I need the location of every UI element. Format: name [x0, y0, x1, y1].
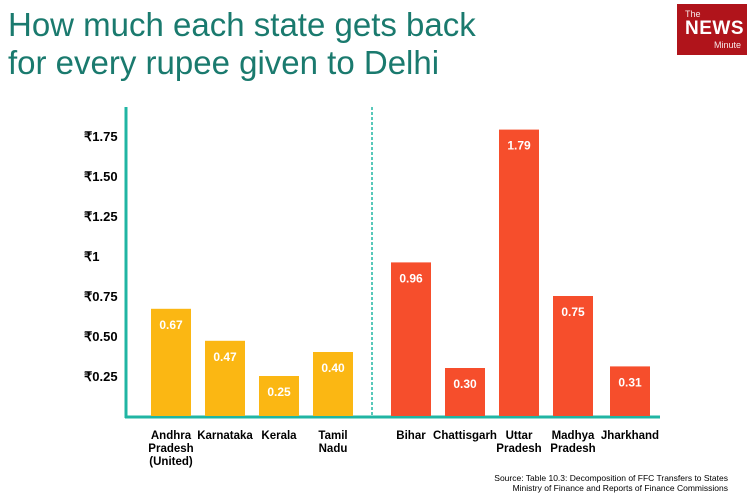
- logo-the-text: The: [685, 9, 701, 19]
- x-category-label-line: Kerala: [261, 430, 297, 442]
- logo-minute-text: Minute: [713, 40, 741, 50]
- bar: [445, 368, 485, 416]
- x-category-label-line: Pradesh: [550, 443, 595, 455]
- news-minute-logo: The NEWS Minute: [677, 4, 747, 55]
- x-category-label-line: Uttar: [506, 430, 533, 442]
- bar: [391, 262, 431, 416]
- y-tick-label: ₹1: [84, 249, 100, 264]
- x-category-label-line: Chattisgarh: [433, 430, 497, 442]
- x-category-label: Uttar Pradesh: [496, 430, 541, 455]
- x-category-label: Madhya Pradesh: [550, 430, 595, 455]
- bar: [313, 352, 353, 416]
- y-tick-label: ₹0.75: [84, 289, 118, 304]
- y-tick-label: ₹1.50: [84, 169, 118, 184]
- bar: [610, 366, 650, 416]
- y-tick-label: ₹0.50: [84, 329, 118, 344]
- bar-value-label: 0.75: [561, 305, 585, 319]
- y-tick-label: ₹1.75: [84, 129, 118, 144]
- bar-value-label: 0.40: [321, 361, 345, 375]
- source-line-1: Source: Table 10.3: Decomposition of FFC…: [494, 473, 728, 483]
- bar-value-label: 0.96: [399, 271, 423, 285]
- x-category-label-line: Pradesh: [496, 443, 541, 455]
- x-category-label-line: Madhya: [552, 430, 595, 442]
- x-category-label: Jharkhand: [601, 430, 659, 442]
- x-category-label-line: Nadu: [319, 443, 348, 455]
- bar-value-label: 0.47: [213, 350, 237, 364]
- x-category-label-line: Bihar: [396, 430, 426, 442]
- bar: [499, 129, 539, 416]
- bar: [553, 296, 593, 416]
- x-category-label-line: Pradesh: [148, 443, 193, 455]
- chart-title: How much each state gets back for every …: [8, 6, 628, 82]
- x-category-label-line: Jharkhand: [601, 430, 659, 442]
- bar-value-label: 0.30: [453, 377, 477, 391]
- x-category-label-line: Karnataka: [197, 430, 253, 442]
- bar-value-label: 0.67: [159, 318, 183, 332]
- x-category-label: Tamil Nadu: [318, 430, 347, 455]
- logo-news-text: NEWS: [685, 18, 744, 39]
- x-category-label-line: Tamil: [318, 430, 347, 442]
- title-line-1: How much each state gets back: [8, 6, 476, 43]
- bar: [151, 308, 191, 416]
- bar: [259, 376, 299, 416]
- x-category-label-line: (United): [149, 456, 193, 468]
- source-line-2: Ministry of Finance and Reports of Finan…: [512, 483, 728, 493]
- x-category-label: Karnataka: [197, 430, 253, 442]
- source-note: Source: Table 10.3: Decomposition of FFC…: [494, 473, 728, 493]
- bar: [205, 340, 245, 416]
- x-category-label: Andhra Pradesh (United): [148, 430, 193, 468]
- bar-value-label: 0.31: [618, 375, 642, 389]
- bar-value-label: 1.79: [507, 139, 531, 153]
- title-line-2: for every rupee given to Delhi: [8, 44, 440, 81]
- x-category-label: Kerala: [261, 430, 297, 442]
- x-category-label-line: Andhra: [151, 430, 192, 442]
- x-category-label: Chattisgarh: [433, 430, 497, 442]
- x-category-label: Bihar: [396, 430, 426, 442]
- y-tick-label: ₹0.25: [84, 369, 118, 384]
- y-tick-label: ₹1.25: [84, 209, 118, 224]
- bar-value-label: 0.25: [267, 385, 291, 399]
